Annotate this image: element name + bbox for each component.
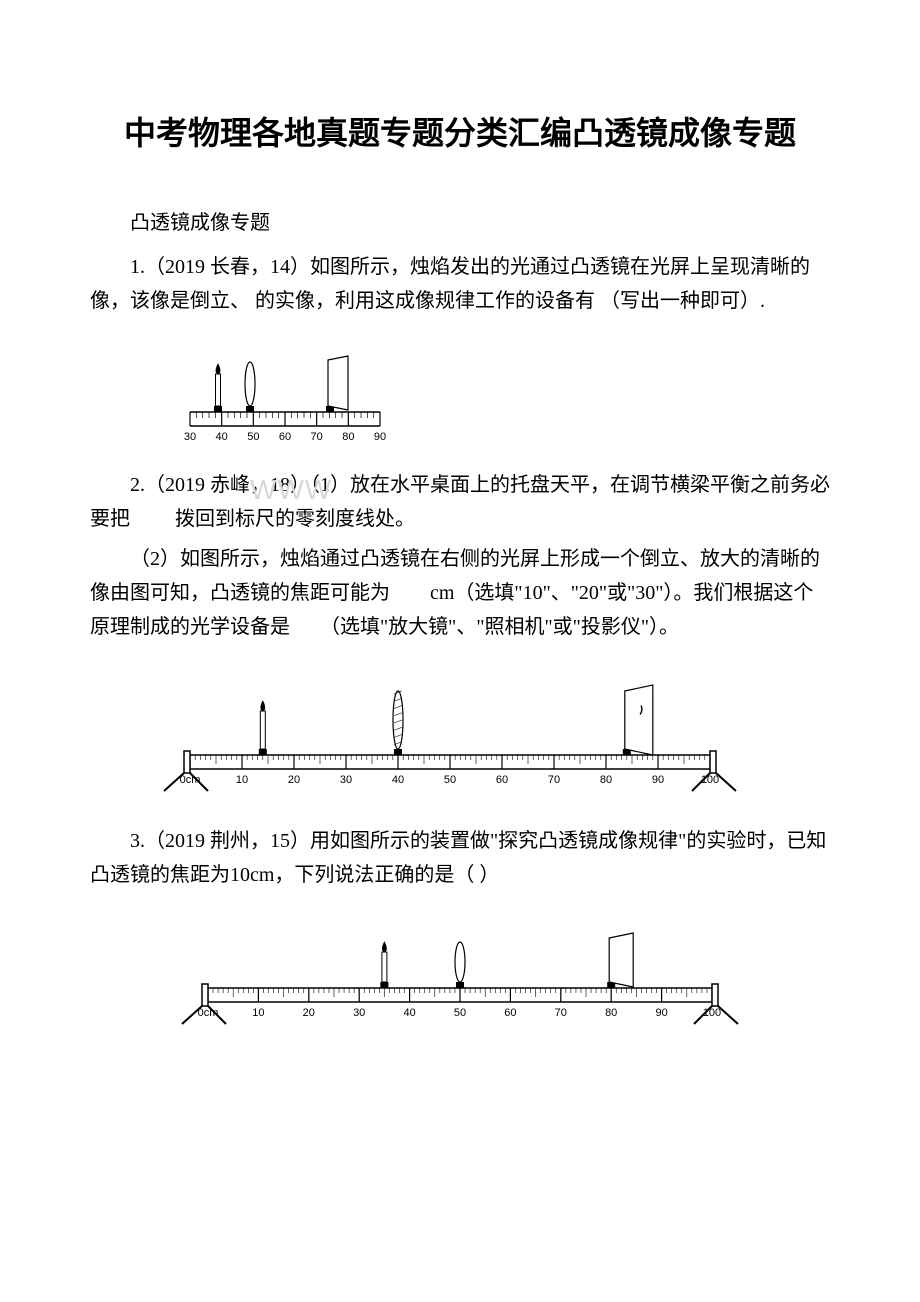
svg-text:70: 70 bbox=[311, 431, 323, 443]
svg-text:40: 40 bbox=[403, 1007, 415, 1019]
q1-text: 1.（2019 长春，14）如图所示，烛焰发出的光通过凸透镜在光屏上呈现清晰的像… bbox=[90, 250, 830, 318]
svg-text:30: 30 bbox=[353, 1007, 365, 1019]
q2-text2: （2）如图所示，烛焰通过凸透镜在右侧的光屏上形成一个倒立、放大的清晰的像由图可知… bbox=[90, 542, 830, 644]
svg-text:60: 60 bbox=[504, 1007, 516, 1019]
svg-text:50: 50 bbox=[444, 774, 456, 786]
svg-text:90: 90 bbox=[655, 1007, 667, 1019]
svg-text:60: 60 bbox=[496, 774, 508, 786]
page-title: 中考物理各地真题专题分类汇编凸透镜成像专题 bbox=[90, 111, 830, 156]
q2-text1-span: 2.（2019 赤峰，18）（1）放在水平桌面上的托盘天平，在调节横梁平衡之前务… bbox=[90, 474, 830, 530]
svg-text:10: 10 bbox=[252, 1007, 264, 1019]
svg-text:80: 80 bbox=[605, 1007, 617, 1019]
q3-figure: 0cm102030405060708090100 bbox=[170, 908, 830, 1028]
svg-text:70: 70 bbox=[548, 774, 560, 786]
svg-text:40: 40 bbox=[216, 431, 228, 443]
q3-text: 3.（2019 荆州，15）用如图所示的装置做"探究凸透镜成像规律"的实验时，已… bbox=[90, 824, 830, 892]
svg-text:20: 20 bbox=[303, 1007, 315, 1019]
q2-figure: 0cm102030405060708090100 bbox=[150, 660, 830, 800]
section-heading: 凸透镜成像专题 bbox=[90, 206, 830, 240]
svg-text:60: 60 bbox=[279, 431, 291, 443]
svg-text:50: 50 bbox=[454, 1007, 466, 1019]
svg-text:90: 90 bbox=[374, 431, 386, 443]
svg-text:20: 20 bbox=[288, 774, 300, 786]
svg-text:10: 10 bbox=[236, 774, 248, 786]
svg-text:40: 40 bbox=[392, 774, 404, 786]
svg-text:70: 70 bbox=[555, 1007, 567, 1019]
q2-text1: 2.（2019 赤峰，18）（1）放在水平桌面上的托盘天平，在调节横梁平衡之前务… bbox=[90, 468, 830, 536]
q1-figure: 30 40 50 60 70 80 90 bbox=[180, 334, 830, 444]
svg-text:50: 50 bbox=[247, 431, 259, 443]
svg-text:90: 90 bbox=[652, 774, 664, 786]
svg-text:80: 80 bbox=[342, 431, 354, 443]
svg-text:80: 80 bbox=[600, 774, 612, 786]
svg-text:30: 30 bbox=[184, 431, 196, 443]
svg-text:30: 30 bbox=[340, 774, 352, 786]
